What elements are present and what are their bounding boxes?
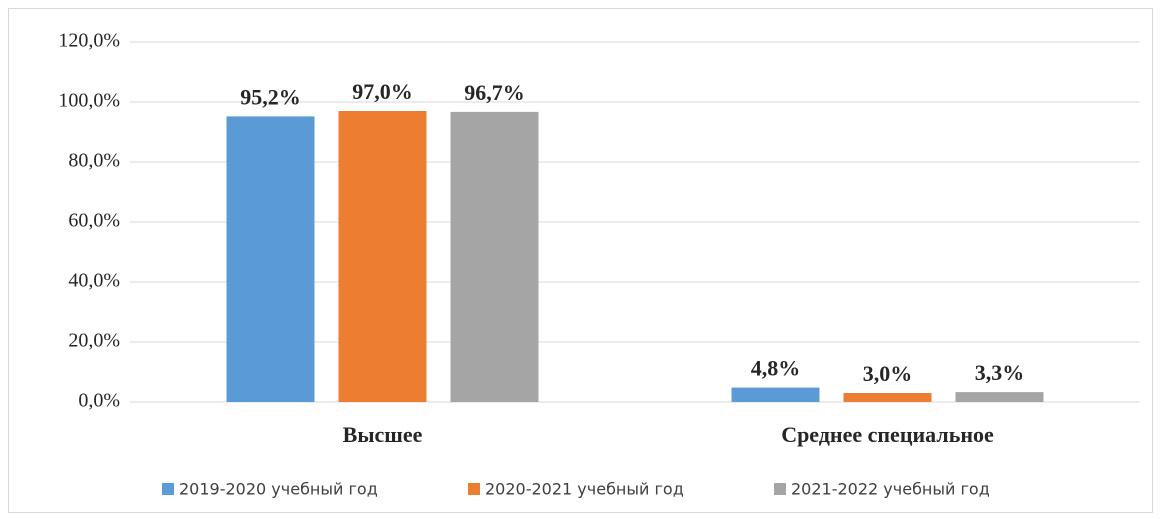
- y-tick-label: 0,0%: [78, 390, 120, 412]
- y-tick-label: 120,0%: [58, 30, 120, 52]
- value-label: 3,3%: [975, 360, 1025, 385]
- bar: [226, 116, 315, 403]
- bar: [955, 392, 1044, 402]
- value-label: 96,7%: [464, 80, 525, 105]
- y-tick-label: 100,0%: [58, 90, 120, 112]
- y-tick-label: 60,0%: [68, 210, 120, 232]
- chart-border: [8, 8, 1153, 513]
- legend-swatch: [774, 483, 786, 495]
- value-label: 97,0%: [352, 79, 413, 104]
- x-tick-label: Среднее специальное: [781, 422, 994, 447]
- legend-label: 2019-2020 учебный год: [179, 480, 378, 499]
- y-tick-label: 20,0%: [68, 330, 120, 352]
- legend-swatch: [468, 483, 480, 495]
- y-tick-label: 80,0%: [68, 150, 120, 172]
- bar: [731, 387, 820, 402]
- legend-label: 2021-2022 учебный год: [791, 480, 990, 499]
- legend-label: 2020-2021 учебный год: [485, 480, 684, 499]
- x-tick-label: Высшее: [343, 422, 423, 447]
- bar: [338, 111, 427, 402]
- bar: [450, 111, 539, 403]
- bar: [843, 393, 932, 402]
- value-label: 3,0%: [863, 361, 913, 386]
- y-tick-label: 40,0%: [68, 270, 120, 292]
- value-label: 95,2%: [240, 84, 301, 109]
- value-label: 4,8%: [751, 356, 801, 381]
- legend-swatch: [162, 483, 174, 495]
